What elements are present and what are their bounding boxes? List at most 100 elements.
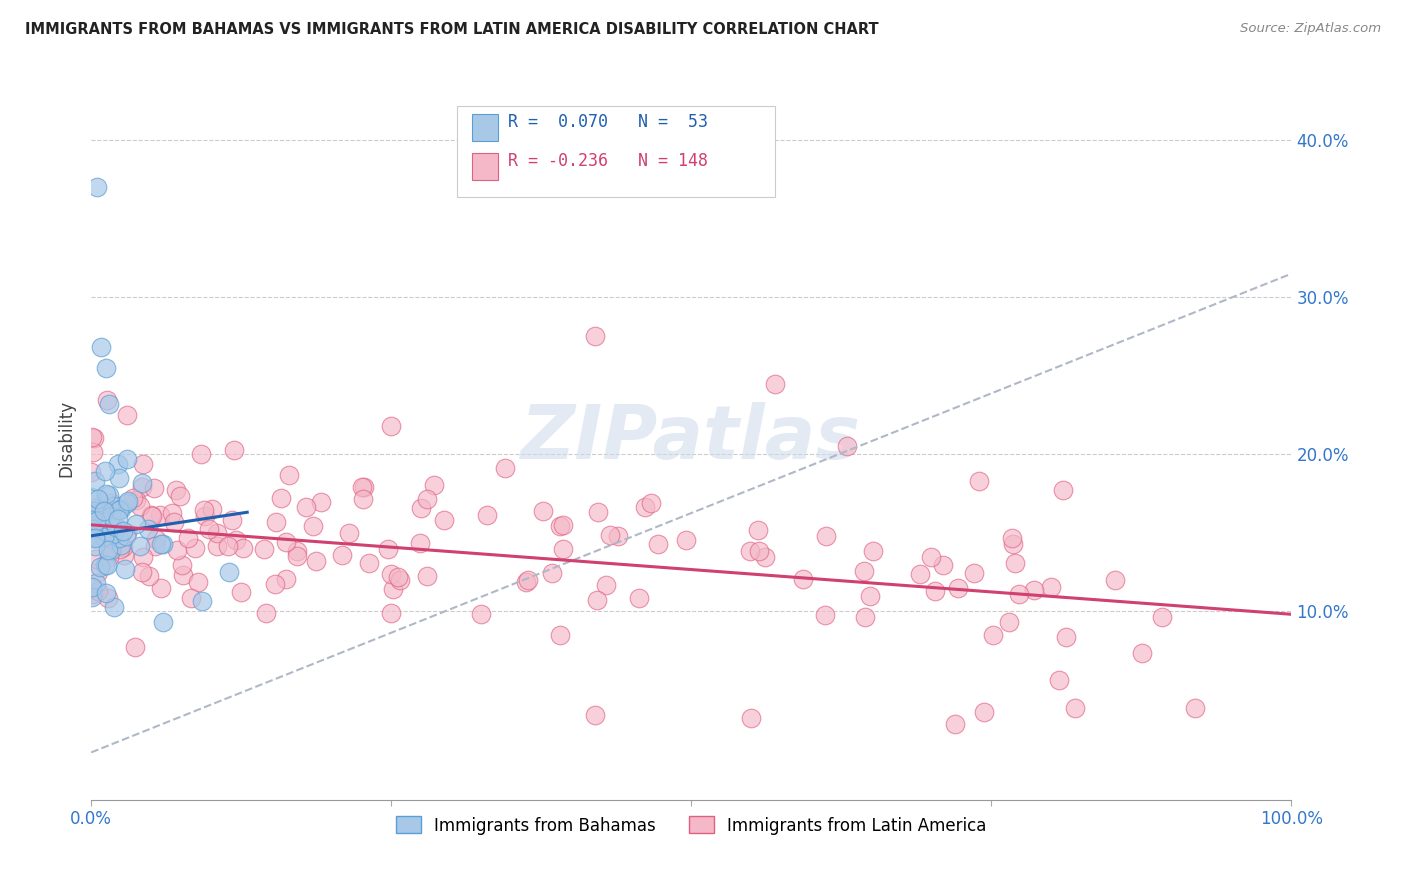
Point (87, 500, 110, 515)
Point (117, 526, 139, 541)
Point (470, 607, 492, 621)
Point (763, 376, 786, 391)
Point (149, 581, 172, 595)
Point (82, 587, 104, 601)
Point (125, 493, 148, 508)
Point (207, 526, 229, 541)
Point (1130, 646, 1153, 660)
Point (82, 529, 104, 543)
Point (114, 562, 136, 576)
Point (948, 581, 970, 595)
Point (924, 584, 946, 599)
Point (973, 705, 995, 719)
Point (80, 490, 103, 504)
Point (1054, 630, 1077, 644)
Point (110, 539, 132, 553)
Point (330, 548, 353, 562)
Point (647, 537, 669, 551)
Point (193, 503, 215, 517)
Point (104, 520, 127, 534)
Point (166, 542, 188, 557)
Text: R = -0.236   N = 148: R = -0.236 N = 148 (508, 153, 707, 170)
Point (80, 465, 103, 479)
Point (353, 480, 375, 494)
Point (145, 533, 167, 547)
Point (416, 569, 439, 583)
Point (201, 501, 224, 516)
Point (634, 500, 657, 515)
Legend: Immigrants from Bahamas, Immigrants from Latin America: Immigrants from Bahamas, Immigrants from… (395, 816, 987, 835)
Point (96, 527, 118, 541)
Point (82, 430, 104, 444)
Point (84, 474, 107, 488)
Point (998, 615, 1021, 630)
Point (190, 593, 212, 607)
Point (1064, 701, 1087, 715)
Point (98, 488, 121, 502)
Point (278, 467, 301, 482)
Point (515, 574, 537, 589)
Point (90, 505, 112, 519)
Point (910, 566, 932, 581)
Point (163, 515, 186, 529)
Point (87, 513, 110, 527)
Point (295, 500, 318, 515)
Point (143, 539, 166, 553)
Point (122, 491, 145, 506)
Point (607, 529, 630, 543)
Point (103, 527, 125, 541)
Point (740, 711, 762, 725)
Point (433, 513, 456, 527)
Point (86, 491, 108, 506)
Point (553, 541, 575, 556)
Point (94, 464, 117, 478)
Point (165, 483, 187, 497)
Point (96, 392, 118, 407)
Point (548, 519, 571, 533)
Point (270, 491, 292, 505)
Point (124, 640, 146, 655)
Point (190, 447, 212, 461)
Point (141, 509, 163, 524)
Point (754, 550, 776, 565)
Point (94, 487, 117, 501)
Point (969, 474, 991, 488)
Point (89, 502, 111, 516)
Point (93, 503, 115, 517)
Point (416, 491, 439, 506)
Point (131, 458, 153, 472)
Point (110, 541, 132, 556)
Point (115, 409, 138, 423)
Point (194, 508, 217, 523)
Point (84, 530, 107, 544)
Point (108, 532, 131, 546)
Point (98, 545, 121, 559)
Point (84, 539, 107, 553)
Point (599, 528, 621, 542)
Point (115, 451, 138, 466)
Point (983, 628, 1005, 642)
Point (583, 329, 606, 343)
Point (97, 591, 120, 606)
Bar (457, 106, 775, 196)
Point (124, 517, 146, 532)
Point (100, 543, 122, 558)
Point (377, 542, 399, 557)
Point (115, 496, 138, 510)
Point (740, 544, 762, 558)
Point (586, 593, 609, 607)
Point (1001, 537, 1024, 551)
Point (112, 549, 135, 563)
Point (274, 572, 297, 586)
Point (264, 515, 287, 529)
Point (149, 508, 172, 522)
Point (747, 523, 769, 537)
Point (152, 537, 174, 551)
Point (748, 544, 770, 558)
Point (82, 445, 104, 459)
Point (90, 341, 112, 355)
Point (380, 606, 402, 620)
Point (389, 573, 412, 587)
Point (177, 531, 200, 545)
Point (180, 591, 202, 605)
